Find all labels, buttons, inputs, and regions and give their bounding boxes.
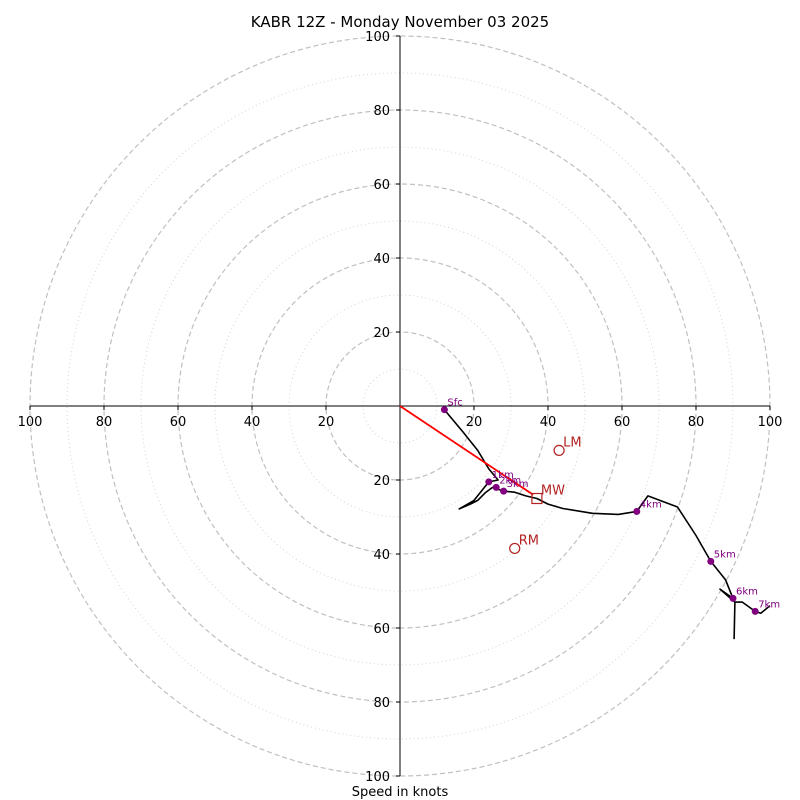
shear-vector — [399, 405, 534, 496]
height-label-7km: 7km — [758, 599, 780, 610]
height-marker-3km — [500, 487, 508, 495]
x-tick-label: 60 — [170, 415, 187, 430]
height-label-3km: 3km — [507, 479, 529, 490]
y-tick-label: 100 — [365, 770, 390, 785]
storm-motion-label-mw: MW — [541, 484, 565, 499]
storm-motion-mw — [531, 492, 543, 505]
height-label-5km: 5km — [714, 549, 736, 560]
y-tick-label: 100 — [365, 30, 390, 45]
x-axis-label: Speed in knots — [352, 785, 449, 800]
x-tick-label: 60 — [614, 415, 631, 430]
y-tick-label: 20 — [373, 474, 390, 489]
x-tick-label: 20 — [318, 415, 335, 430]
height-marker-7km — [751, 607, 759, 615]
height-marker-4km — [633, 507, 641, 515]
x-tick-label: 80 — [688, 415, 705, 430]
height-marker-5km — [707, 557, 715, 565]
y-tick-label: 60 — [373, 178, 390, 193]
y-tick-label: 20 — [373, 326, 390, 341]
chart-title: KABR 12Z - Monday November 03 2025 — [251, 13, 549, 31]
storm-motion-label-lm: LM — [563, 435, 581, 450]
x-tick-label: 20 — [466, 415, 483, 430]
x-tick-label: 100 — [18, 415, 43, 430]
y-tick-label: 40 — [373, 548, 390, 563]
height-label-2km: 2km — [499, 475, 521, 486]
height-label-6km: 6km — [736, 586, 758, 597]
storm-motion-label-rm: RM — [519, 533, 539, 548]
height-label-4km: 4km — [640, 499, 662, 510]
hodograph-trace — [443, 409, 771, 640]
storm-motion-lm — [553, 444, 565, 456]
x-tick-label: 100 — [758, 415, 783, 430]
y-tick-label: 80 — [373, 696, 390, 711]
storm-motion-rm — [509, 542, 521, 555]
y-tick-label: 40 — [373, 252, 390, 267]
x-tick-label: 80 — [96, 415, 113, 430]
tick-labels: 100 80 60 40 20 20 40 60 80 100 100 80 60 40 20 20 40 60 8… — [18, 30, 783, 785]
height-label-sfc: Sfc — [447, 398, 462, 409]
height-marker-sfc — [440, 406, 448, 414]
trace-spur-line — [733, 602, 736, 640]
x-tick-label: 40 — [244, 415, 261, 430]
shear-vector-line — [399, 405, 534, 496]
height-marker-6km — [729, 594, 737, 602]
trace-line — [443, 409, 771, 615]
y-tick-label: 80 — [373, 104, 390, 119]
height-label-1km: 1km — [492, 470, 514, 481]
height-marker-2km — [492, 483, 500, 491]
storm-motion-markers: LM MW RM — [509, 435, 582, 555]
height-marker-1km — [485, 478, 493, 486]
y-tick-label: 60 — [373, 622, 390, 637]
x-tick-label: 40 — [540, 415, 557, 430]
